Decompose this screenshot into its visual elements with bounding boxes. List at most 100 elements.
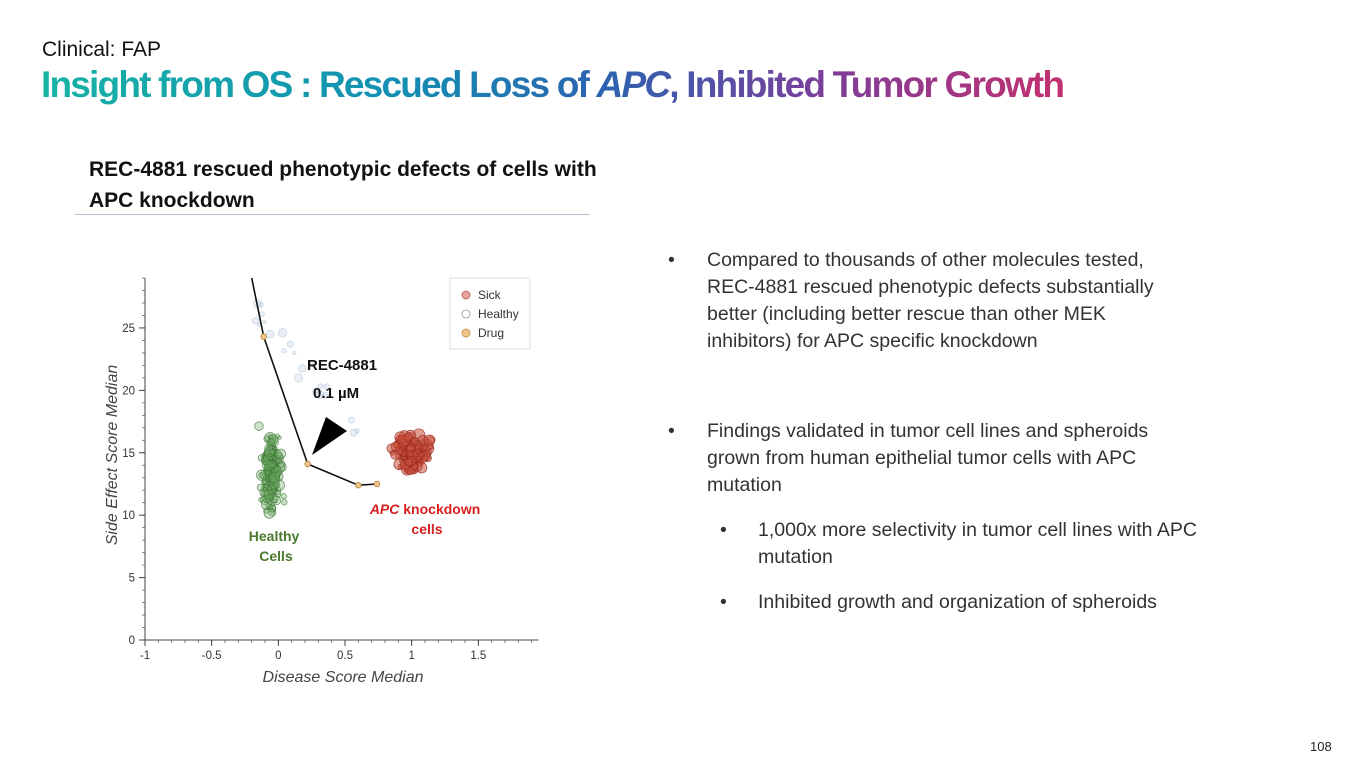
sub-bullet-1-text: 1,000x more selectivity in tumor cell li… [758,519,1197,568]
healthy-point [280,493,287,500]
legend-healthy-marker [461,309,471,319]
legend-sick-label: Sick [478,288,502,302]
healthy-outlier-point [349,428,358,437]
healthy-point [254,421,264,431]
healthy-cells-label-line2: Cells [259,548,293,564]
healthy-point [262,459,274,472]
healthy-outlier-point [257,302,264,308]
drug-point [260,333,267,340]
healthy-point [273,446,278,451]
sick-points [386,428,436,476]
chart-axes [139,277,539,646]
x-tick-label: 0 [275,650,281,662]
sick-point [390,450,400,460]
compound-label: REC-4881 [307,357,377,374]
axis-ticks: -1 -0.5 0 0.5 1 1.5 0 5 10 15 20 25 [122,323,486,662]
legend-drug-label: Drug [478,326,504,340]
section-kicker: Clinical: FAP [42,38,162,61]
sick-point [423,434,436,446]
x-tick-label: 0.5 [337,650,353,662]
y-tick-label: 0 [129,635,135,647]
bullet-2-text: Findings validated in tumor cell lines a… [707,420,1149,496]
page-number: 108 [1310,739,1332,754]
x-tick-label: 1 [408,650,414,662]
y-axis-label: Side Effect Score Median [104,365,121,546]
healthy-point [276,458,283,465]
sub-bullet-2-marker: • [720,591,727,613]
slide-title: Insight from OS : Rescued Loss of APC, I… [41,64,1063,106]
healthy-point [281,499,288,506]
sick-point [415,448,422,455]
healthy-point [268,472,280,484]
chart-heading: REC-4881 rescued phenotypic defects of c… [89,158,597,212]
healthy-points [251,299,360,519]
drug-points [260,333,381,489]
healthy-outlier-point [298,364,307,373]
healthy-outlier-point [286,340,294,348]
drug-point [373,480,381,488]
legend-healthy-label: Healthy [478,307,519,321]
healthy-point [278,460,286,468]
x-tick-label: 1.5 [470,650,486,662]
healthy-outlier-point [265,329,275,339]
x-tick-label: -0.5 [202,650,222,662]
x-tick-label: -1 [140,650,150,662]
healthy-point [261,456,270,466]
sick-point [404,458,414,467]
healthy-outlier-point [315,390,325,399]
healthy-point [263,489,275,500]
healthy-outlier-point [317,383,324,390]
bullet-1-marker: • [668,249,675,271]
sick-point [403,432,413,442]
healthy-point [269,462,277,469]
healthy-outlier-point [312,388,319,395]
healthy-point [256,483,265,492]
y-tick-label: 10 [122,510,135,522]
healthy-cells-label-line1: Healthy [249,528,300,544]
healthy-outlier-point [277,328,288,338]
drug-point [355,482,362,489]
scatter-chart: -1 -0.5 0 0.5 1 1.5 0 5 10 15 20 25 Disease Score M… [104,277,539,686]
apc-knockdown-label: APC knockdown cells [369,501,484,537]
healthy-point [269,437,279,447]
healthy-point [268,478,280,490]
y-tick-label: 20 [122,385,135,397]
title-italic-gene: APC [596,64,670,105]
healthy-outlier-point [281,348,287,354]
y-tick-label: 15 [122,448,135,460]
bullet-2-marker: • [668,420,675,442]
pointer-arrow [312,417,347,455]
title-part-1: Insight from OS : Rescued Loss of [41,64,597,105]
x-axis-label: Disease Score Median [263,669,424,686]
legend-sick-marker [461,290,471,300]
legend-drug-marker [461,328,471,338]
healthy-outlier-point [251,317,260,325]
drug-point [304,460,311,468]
dose-label: 0.1 µM [313,385,359,402]
title-part-2: , Inhibited Tumor Growth [669,64,1064,105]
healthy-outlier-point [308,361,315,368]
healthy-point [275,448,286,460]
healthy-cells-label: Healthy Cells [249,528,303,564]
heading-divider [75,214,590,215]
healthy-point [267,444,274,451]
apc-knockdown-word: knockdown [399,501,480,517]
healthy-point [263,449,271,456]
healthy-outlier-point [323,383,330,390]
healthy-point [266,438,276,448]
healthy-outlier-point [347,416,355,424]
apc-italic: APC [369,501,400,517]
sick-point [406,466,415,475]
healthy-outlier-point [262,319,267,325]
healthy-outlier-point [292,350,297,356]
healthy-point [263,507,275,519]
sick-point [398,442,404,448]
bullet-1-text: Compared to thousands of other molecules… [707,249,1154,352]
apc-knockdown-label-line1: APC knockdown [369,501,480,517]
sub-bullet-2-text: Inhibited growth and organization of sph… [758,591,1157,613]
chart-legend: Sick Healthy Drug [449,277,531,350]
apc-knockdown-label-line2: cells [411,521,442,537]
y-tick-label: 5 [129,573,135,585]
y-tick-label: 25 [122,323,135,335]
sub-bullet-1-marker: • [720,519,727,541]
